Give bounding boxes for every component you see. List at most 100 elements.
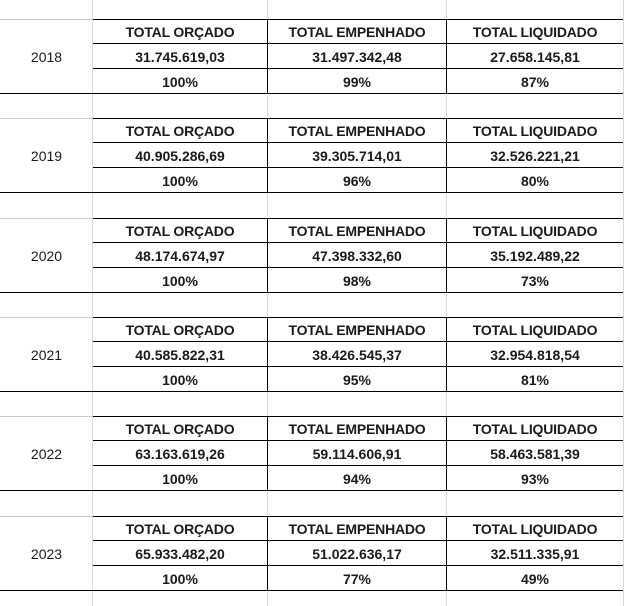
cell-border <box>0 19 93 20</box>
value-total-empenhado[interactable]: 39.305.714,01 <box>312 147 402 164</box>
cell-border <box>446 19 447 94</box>
percent-total-empenhado[interactable]: 99% <box>342 73 372 90</box>
grid-line <box>267 0 268 606</box>
cell-border <box>0 516 93 517</box>
header-total-empenhado[interactable]: TOTAL EMPENHADO <box>288 420 426 437</box>
value-total-liquidado[interactable]: 35.192.489,22 <box>490 247 580 264</box>
header-total-liquidado[interactable]: TOTAL LIQUIDADO <box>472 222 598 239</box>
cell-border <box>93 19 623 20</box>
year-label[interactable]: 2021 <box>30 346 63 363</box>
cell-border <box>93 416 623 417</box>
cell-border <box>446 416 447 491</box>
value-total-empenhado[interactable]: 51.022.636,17 <box>312 545 402 562</box>
header-total-orcado[interactable]: TOTAL ORÇADO <box>125 222 235 239</box>
cell-border <box>446 118 447 193</box>
value-total-empenhado[interactable]: 47.398.332,60 <box>312 247 402 264</box>
cell-border <box>446 317 447 392</box>
cell-border <box>0 317 93 318</box>
value-total-orcado[interactable]: 65.933.482,20 <box>135 545 225 562</box>
cell-border <box>446 516 447 591</box>
header-total-liquidado[interactable]: TOTAL LIQUIDADO <box>472 520 598 537</box>
cell-border <box>93 366 623 367</box>
year-label[interactable]: 2018 <box>30 48 63 65</box>
cell-border <box>93 565 623 566</box>
percent-total-liquidado[interactable]: 80% <box>520 172 550 189</box>
value-total-orcado[interactable]: 63.163.619,26 <box>135 445 225 462</box>
header-total-empenhado[interactable]: TOTAL EMPENHADO <box>288 23 426 40</box>
cell-border <box>267 317 268 392</box>
value-total-empenhado[interactable]: 38.426.545,37 <box>312 346 402 363</box>
cell-border <box>93 540 623 541</box>
cell-border <box>93 68 623 69</box>
year-label[interactable]: 2020 <box>30 247 63 264</box>
header-total-liquidado[interactable]: TOTAL LIQUIDADO <box>472 23 598 40</box>
value-total-liquidado[interactable]: 27.658.145,81 <box>490 48 580 65</box>
percent-total-empenhado[interactable]: 96% <box>342 172 372 189</box>
cell-border <box>0 192 623 193</box>
header-total-orcado[interactable]: TOTAL ORÇADO <box>125 122 235 139</box>
percent-total-orcado[interactable]: 100% <box>162 172 198 189</box>
header-total-empenhado[interactable]: TOTAL EMPENHADO <box>288 321 426 338</box>
cell-border <box>267 516 268 591</box>
percent-total-empenhado[interactable]: 77% <box>342 570 372 587</box>
value-total-orcado[interactable]: 48.174.674,97 <box>135 247 225 264</box>
value-total-orcado[interactable]: 31.745.619,03 <box>135 48 225 65</box>
cell-border <box>93 465 623 466</box>
cell-border <box>93 142 623 143</box>
percent-total-liquidado[interactable]: 81% <box>520 371 550 388</box>
percent-total-empenhado[interactable]: 94% <box>342 470 372 487</box>
year-label[interactable]: 2022 <box>30 445 63 462</box>
cell-border <box>0 490 623 491</box>
percent-total-empenhado[interactable]: 95% <box>342 371 372 388</box>
year-block: 2020 TOTAL ORÇADO TOTAL EMPENHADO TOTAL … <box>0 218 639 293</box>
header-total-orcado[interactable]: TOTAL ORÇADO <box>125 520 235 537</box>
cell-border <box>93 43 623 44</box>
cell-border <box>0 416 93 417</box>
header-total-empenhado[interactable]: TOTAL EMPENHADO <box>288 222 426 239</box>
cell-border <box>0 391 623 392</box>
value-total-orcado[interactable]: 40.585.822,31 <box>135 346 225 363</box>
percent-total-orcado[interactable]: 100% <box>162 570 198 587</box>
cell-border <box>93 167 623 168</box>
percent-total-orcado[interactable]: 100% <box>162 272 198 289</box>
cell-border <box>93 267 623 268</box>
header-total-empenhado[interactable]: TOTAL EMPENHADO <box>288 122 426 139</box>
year-block: 2021 TOTAL ORÇADO TOTAL EMPENHADO TOTAL … <box>0 317 639 392</box>
value-total-orcado[interactable]: 40.905.286,69 <box>135 147 225 164</box>
percent-total-liquidado[interactable]: 87% <box>520 73 550 90</box>
cell-border <box>267 118 268 193</box>
cell-border <box>93 341 623 342</box>
header-total-orcado[interactable]: TOTAL ORÇADO <box>125 420 235 437</box>
value-total-empenhado[interactable]: 59.114.606,91 <box>312 445 402 462</box>
header-total-orcado[interactable]: TOTAL ORÇADO <box>125 321 235 338</box>
header-total-liquidado[interactable]: TOTAL LIQUIDADO <box>472 122 598 139</box>
percent-total-orcado[interactable]: 100% <box>162 371 198 388</box>
percent-total-liquidado[interactable]: 73% <box>520 272 550 289</box>
year-label[interactable]: 2023 <box>30 545 63 562</box>
cell-border <box>93 218 623 219</box>
value-total-liquidado[interactable]: 32.526.221,21 <box>490 147 580 164</box>
percent-total-liquidado[interactable]: 49% <box>520 570 550 587</box>
cell-border <box>0 590 623 591</box>
year-label[interactable]: 2019 <box>30 147 63 164</box>
percent-total-liquidado[interactable]: 93% <box>520 470 550 487</box>
header-total-empenhado[interactable]: TOTAL EMPENHADO <box>288 520 426 537</box>
grid-line <box>623 0 624 606</box>
cell-border <box>0 292 623 293</box>
cell-border <box>93 242 623 243</box>
header-total-liquidado[interactable]: TOTAL LIQUIDADO <box>472 420 598 437</box>
percent-total-empenhado[interactable]: 98% <box>342 272 372 289</box>
cell-border <box>0 118 93 119</box>
percent-total-orcado[interactable]: 100% <box>162 470 198 487</box>
value-total-liquidado[interactable]: 32.954.818,54 <box>490 346 580 363</box>
value-total-liquidado[interactable]: 32.511.335,91 <box>490 545 580 562</box>
header-total-orcado[interactable]: TOTAL ORÇADO <box>125 23 235 40</box>
cell-border <box>446 218 447 293</box>
year-block: 2019 TOTAL ORÇADO TOTAL EMPENHADO TOTAL … <box>0 118 639 193</box>
header-total-liquidado[interactable]: TOTAL LIQUIDADO <box>472 321 598 338</box>
value-total-liquidado[interactable]: 58.463.581,39 <box>490 445 580 462</box>
grid-line <box>92 0 93 606</box>
year-block: 2023 TOTAL ORÇADO TOTAL EMPENHADO TOTAL … <box>0 516 639 591</box>
value-total-empenhado[interactable]: 31.497.342,48 <box>312 48 402 65</box>
percent-total-orcado[interactable]: 100% <box>162 73 198 90</box>
